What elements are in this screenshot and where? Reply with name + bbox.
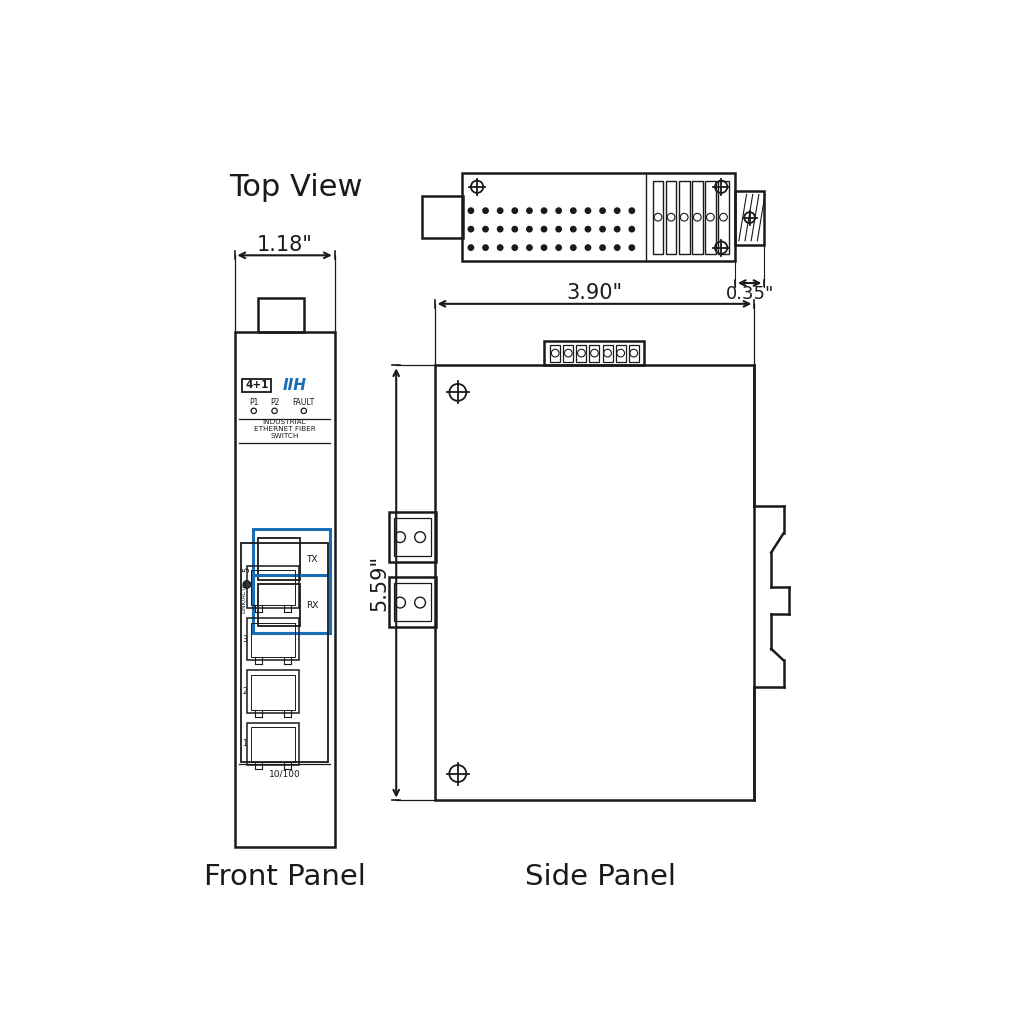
Bar xyxy=(394,518,431,556)
Text: Top View: Top View xyxy=(229,173,362,202)
Bar xyxy=(388,578,436,628)
Text: IIH: IIH xyxy=(283,378,306,393)
Circle shape xyxy=(542,208,547,213)
Bar xyxy=(247,618,299,660)
Text: 1: 1 xyxy=(242,739,247,749)
Bar xyxy=(258,538,300,581)
Circle shape xyxy=(614,226,620,231)
Circle shape xyxy=(556,208,561,213)
Circle shape xyxy=(512,208,517,213)
Circle shape xyxy=(526,245,532,250)
Bar xyxy=(679,180,689,254)
Circle shape xyxy=(468,208,473,213)
Bar xyxy=(253,528,330,633)
Circle shape xyxy=(498,208,503,213)
Bar xyxy=(247,723,299,765)
Circle shape xyxy=(498,226,503,231)
Text: Front Panel: Front Panel xyxy=(204,862,366,891)
Text: 10/100: 10/100 xyxy=(268,769,300,778)
Bar xyxy=(388,512,436,562)
Circle shape xyxy=(526,208,532,213)
Text: P2: P2 xyxy=(270,398,280,407)
Circle shape xyxy=(468,226,473,231)
Circle shape xyxy=(483,208,488,213)
Bar xyxy=(234,333,335,847)
Bar xyxy=(258,298,304,333)
Text: 3: 3 xyxy=(242,635,247,644)
Circle shape xyxy=(629,245,635,250)
Bar xyxy=(435,366,755,801)
Circle shape xyxy=(498,245,503,250)
Circle shape xyxy=(483,226,488,231)
Bar xyxy=(253,574,330,633)
Bar xyxy=(563,345,573,361)
Circle shape xyxy=(542,226,547,231)
Text: 3.90": 3.90" xyxy=(566,283,623,303)
Circle shape xyxy=(243,581,251,589)
Text: 0.35": 0.35" xyxy=(725,285,774,303)
Bar xyxy=(252,570,295,605)
Text: 1.18": 1.18" xyxy=(257,234,312,255)
Circle shape xyxy=(629,208,635,213)
Text: RX: RX xyxy=(306,601,318,609)
Bar xyxy=(577,345,587,361)
Bar xyxy=(394,584,431,622)
Circle shape xyxy=(586,208,591,213)
Circle shape xyxy=(600,226,605,231)
Text: TX: TX xyxy=(306,555,317,563)
Bar xyxy=(544,341,644,366)
Bar xyxy=(652,180,664,254)
Circle shape xyxy=(570,245,577,250)
Text: Side Panel: Side Panel xyxy=(524,862,676,891)
Bar xyxy=(735,190,764,245)
Text: 4: 4 xyxy=(242,583,247,591)
Bar xyxy=(252,675,295,710)
Text: 2: 2 xyxy=(242,687,247,696)
Text: 4+1: 4+1 xyxy=(245,381,268,390)
Bar xyxy=(252,623,295,657)
Text: ETHERNET FIBER: ETHERNET FIBER xyxy=(254,426,315,431)
Bar xyxy=(247,565,299,608)
Text: FAULT: FAULT xyxy=(293,398,315,407)
Bar xyxy=(241,543,329,762)
Circle shape xyxy=(542,245,547,250)
Circle shape xyxy=(600,245,605,250)
Text: P1: P1 xyxy=(249,398,258,407)
Bar xyxy=(462,173,735,261)
Circle shape xyxy=(483,245,488,250)
Circle shape xyxy=(526,226,532,231)
Bar xyxy=(258,584,300,627)
Text: 5.59": 5.59" xyxy=(370,555,389,611)
Circle shape xyxy=(512,226,517,231)
Circle shape xyxy=(586,245,591,250)
Bar xyxy=(602,345,612,361)
Circle shape xyxy=(614,208,620,213)
Bar xyxy=(705,180,716,254)
Circle shape xyxy=(556,226,561,231)
Bar xyxy=(243,379,271,392)
Text: 5: 5 xyxy=(243,566,251,571)
Bar xyxy=(666,180,677,254)
Circle shape xyxy=(512,245,517,250)
Text: SWITCH: SWITCH xyxy=(270,432,299,438)
Bar xyxy=(422,196,463,239)
Circle shape xyxy=(468,245,473,250)
Circle shape xyxy=(586,226,591,231)
Circle shape xyxy=(570,226,577,231)
Bar xyxy=(590,345,599,361)
Bar xyxy=(252,727,295,762)
Circle shape xyxy=(614,245,620,250)
Text: LINK/ACT: LINK/ACT xyxy=(241,587,246,613)
Bar xyxy=(692,180,702,254)
Circle shape xyxy=(629,226,635,231)
Bar xyxy=(718,180,729,254)
Bar xyxy=(615,345,626,361)
Bar xyxy=(550,345,560,361)
Bar xyxy=(247,671,299,713)
Circle shape xyxy=(600,208,605,213)
Text: INDUSTRIAL: INDUSTRIAL xyxy=(263,419,306,425)
Bar xyxy=(629,345,639,361)
Circle shape xyxy=(570,208,577,213)
Circle shape xyxy=(556,245,561,250)
